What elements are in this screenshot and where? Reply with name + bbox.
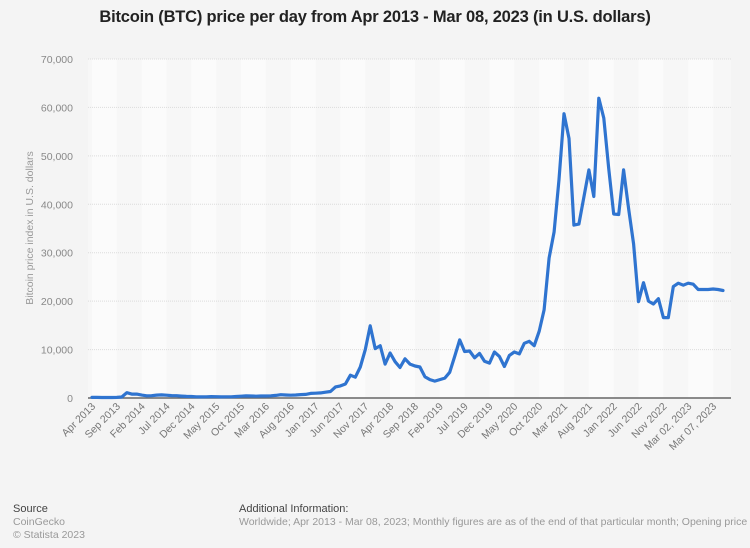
y-tick-label: 50,000 <box>41 151 73 163</box>
y-axis-label: Bitcoin price index in U.S. dollars <box>24 151 36 305</box>
y-tick-label: 60,000 <box>41 102 73 114</box>
plot-band <box>390 59 415 398</box>
plot-band <box>92 59 117 398</box>
plot-band <box>241 59 266 398</box>
y-tick-label: 10,000 <box>41 345 73 357</box>
plot-band <box>688 59 714 398</box>
y-tick-label: 40,000 <box>41 199 73 211</box>
source-label: Source <box>13 503 48 515</box>
plot-band <box>141 59 167 398</box>
price-line <box>90 96 725 400</box>
source-name: CoinGecko <box>13 516 65 528</box>
y-axis-ticks: 0 10,000 20,000 30,000 40,000 50,000 60,000 70,… <box>41 54 73 405</box>
source-block: Source CoinGecko © Statista 2023 <box>13 503 85 542</box>
plot-band <box>340 59 366 398</box>
additional-info-label: Additional Information: <box>239 503 349 515</box>
plot-background-bands <box>88 59 731 398</box>
y-tick-label: 0 <box>67 393 73 405</box>
y-tick-label: 30,000 <box>41 248 73 260</box>
series-btc-price <box>90 96 725 400</box>
chart-title: Bitcoin (BTC) price per day from Apr 201… <box>99 8 651 26</box>
plot-band <box>588 59 614 398</box>
plot-band <box>290 59 316 398</box>
additional-info-text: Worldwide; Apr 2013 - Mar 08, 2023; Mont… <box>239 516 748 528</box>
plot-band <box>489 59 515 398</box>
y-tick-label: 70,000 <box>41 54 73 66</box>
plot-band <box>638 59 664 398</box>
plot-band <box>191 59 217 398</box>
plot-band <box>539 59 565 398</box>
y-tick-label: 20,000 <box>41 296 73 308</box>
plot-band <box>439 59 465 398</box>
copyright: © Statista 2023 <box>13 529 85 541</box>
additional-info-block: Additional Information: Worldwide; Apr 2… <box>239 503 747 529</box>
